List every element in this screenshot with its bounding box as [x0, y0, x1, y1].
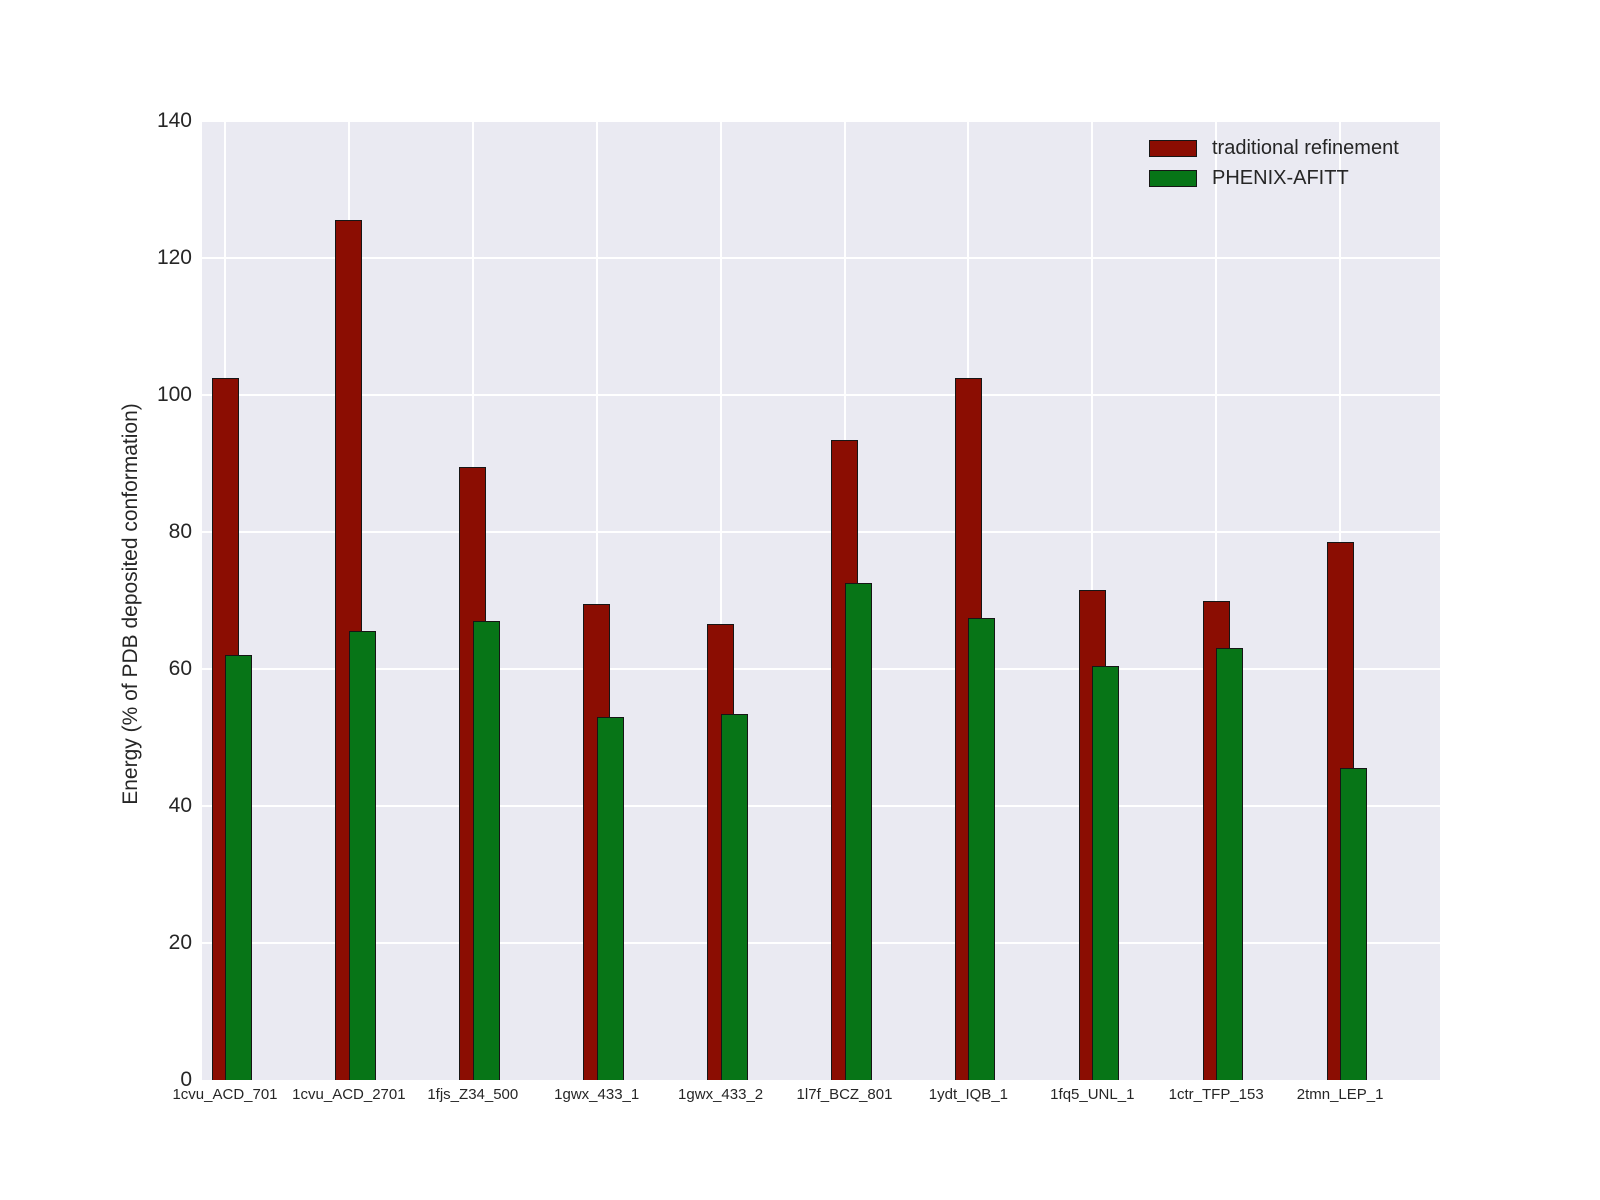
x-tick-label-1gwx_433_2: 1gwx_433_2 [678, 1086, 764, 1103]
x-tick-label-1ctr_TFP_153: 1ctr_TFP_153 [1168, 1086, 1264, 1103]
y-axis-title: Energy (% of PDB deposited conformation) [119, 403, 142, 805]
gridline-vertical-1gwx_433_2 [719, 121, 722, 1080]
legend-swatch-traditional-refinement [1149, 139, 1197, 157]
gridline-horizontal-80 [202, 531, 1440, 533]
bar-phenix-afitt-1gwx_433_2 [720, 713, 748, 1080]
y-tick-label-100: 100 [156, 383, 192, 406]
gridline-horizontal-120 [202, 257, 1440, 259]
bar-phenix-afitt-1l7f_BCZ_801 [844, 583, 872, 1080]
bar-phenix-afitt-1ctr_TFP_153 [1216, 648, 1244, 1080]
plot-area [202, 120, 1440, 1080]
y-tick-label-40: 40 [168, 794, 192, 817]
y-tick-label-120: 120 [156, 246, 192, 269]
legend-label-traditional-refinement: traditional refinement [1212, 136, 1399, 159]
x-tick-label-1fq5_UNL_1: 1fq5_UNL_1 [1050, 1086, 1135, 1103]
gridline-horizontal-40 [202, 805, 1440, 807]
gridline-horizontal-100 [202, 394, 1440, 396]
y-tick-label-0: 0 [180, 1068, 192, 1091]
bar-phenix-afitt-2tmn_LEP_1 [1340, 768, 1368, 1080]
legend-item-traditional-refinement: traditional refinement [1149, 136, 1399, 159]
legend: traditional refinement PHENIX-AFITT [1149, 136, 1399, 199]
x-tick-label-1gwx_433_1: 1gwx_433_1 [554, 1086, 640, 1103]
x-tick-label-1l7f_BCZ_801: 1l7f_BCZ_801 [796, 1086, 893, 1103]
y-tick-label-20: 20 [168, 931, 192, 954]
gridline-horizontal-60 [202, 668, 1440, 670]
x-tick-label-1cvu_ACD_701: 1cvu_ACD_701 [172, 1086, 278, 1103]
x-tick-label-1ydt_IQB_1: 1ydt_IQB_1 [928, 1086, 1008, 1103]
y-tick-label-80: 80 [168, 520, 192, 543]
gridline-horizontal-20 [202, 942, 1440, 944]
legend-item-phenix-afitt: PHENIX-AFITT [1149, 166, 1399, 189]
bar-phenix-afitt-1cvu_ACD_701 [225, 655, 252, 1080]
gridline-horizontal-140 [202, 120, 1440, 122]
bar-phenix-afitt-1ydt_IQB_1 [968, 617, 996, 1080]
bar-phenix-afitt-1gwx_433_1 [596, 716, 624, 1080]
y-tick-label-60: 60 [168, 657, 192, 680]
y-tick-label-140: 140 [156, 109, 192, 132]
bar-phenix-afitt-1fjs_Z34_500 [472, 621, 500, 1080]
gridline-vertical-1gwx_433_1 [595, 121, 598, 1080]
legend-label-phenix-afitt: PHENIX-AFITT [1212, 166, 1349, 189]
x-tick-label-2tmn_LEP_1: 2tmn_LEP_1 [1296, 1086, 1384, 1103]
x-tick-label-1fjs_Z34_500: 1fjs_Z34_500 [427, 1086, 519, 1103]
x-tick-label-1cvu_ACD_2701: 1cvu_ACD_2701 [292, 1086, 406, 1103]
bar-phenix-afitt-1cvu_ACD_2701 [348, 631, 376, 1080]
bar-phenix-afitt-1fq5_UNL_1 [1092, 665, 1120, 1080]
legend-swatch-phenix-afitt [1149, 169, 1197, 187]
